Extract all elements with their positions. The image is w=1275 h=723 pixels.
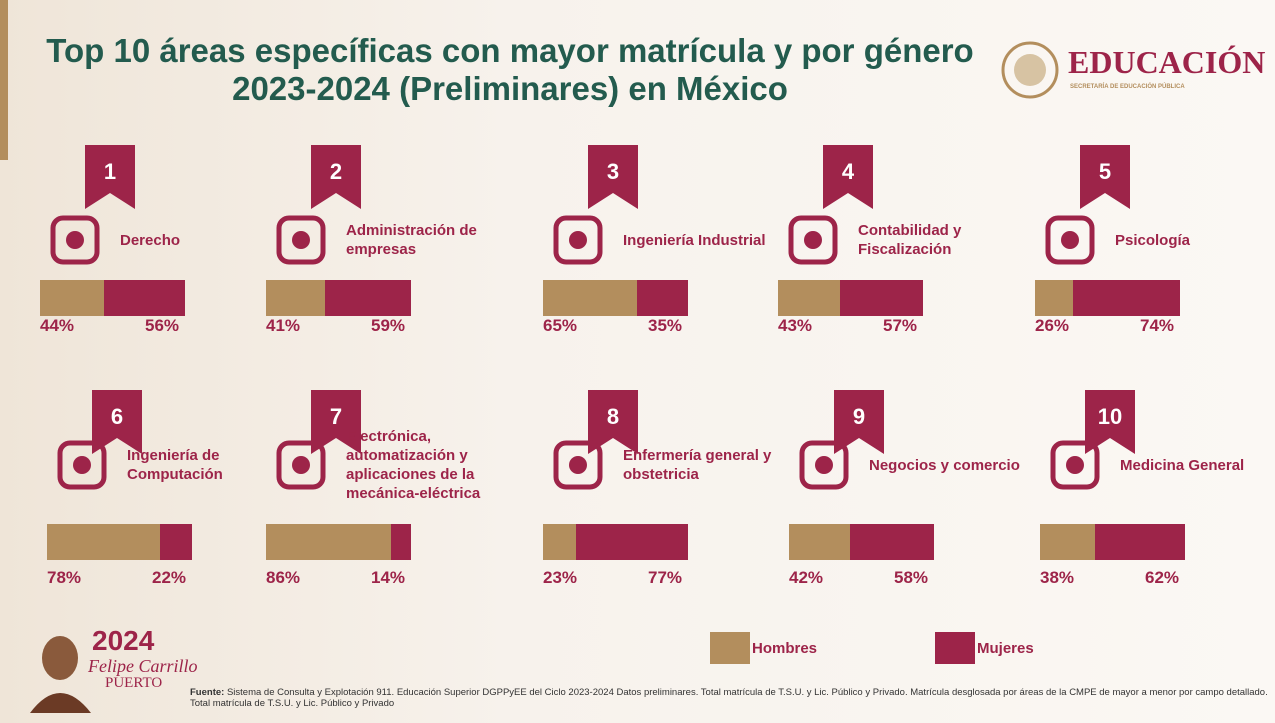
area-name: Ingeniería de Computación	[127, 410, 287, 520]
value-label: 56%	[145, 316, 179, 336]
legend-swatch	[710, 632, 750, 664]
chart-title: Top 10 áreas específicas con mayor matrí…	[40, 32, 980, 108]
value-label: 14%	[371, 568, 405, 588]
value-label: 44%	[40, 316, 74, 336]
bar-segment	[266, 524, 391, 560]
area-name: Medicina General	[1120, 410, 1275, 520]
bar-segment	[543, 280, 637, 316]
source-note: Fuente: Sistema de Consulta y Explotació…	[190, 687, 1270, 709]
value-label: 22%	[152, 568, 186, 588]
bar-segment	[850, 524, 934, 560]
area-icon	[271, 435, 331, 495]
bar-segment	[266, 280, 325, 316]
bar-segment	[637, 280, 688, 316]
logo-seal	[1000, 40, 1060, 100]
value-label: 74%	[1140, 316, 1174, 336]
value-label: 26%	[1035, 316, 1069, 336]
bar-segment	[47, 524, 160, 560]
area-icon	[1045, 435, 1105, 495]
value-label: 77%	[648, 568, 682, 588]
value-label: 65%	[543, 316, 577, 336]
legend-swatch	[935, 632, 975, 664]
bar-segment	[104, 280, 185, 316]
value-label: 38%	[1040, 568, 1074, 588]
footer-name: Felipe Carrillo	[88, 656, 198, 677]
value-label: 57%	[883, 316, 917, 336]
accent-bar	[0, 0, 8, 160]
value-label: 41%	[266, 316, 300, 336]
value-label: 43%	[778, 316, 812, 336]
bar-segment	[1035, 280, 1073, 316]
area-icon	[548, 210, 608, 270]
value-label: 86%	[266, 568, 300, 588]
area-name: Contabilidad y Fiscalización	[858, 185, 1018, 295]
value-label: 42%	[789, 568, 823, 588]
area-name: Ingeniería Industrial	[623, 185, 783, 295]
footer-portrait	[28, 628, 93, 713]
value-label: 59%	[371, 316, 405, 336]
logo-title: EDUCACIÓN	[1068, 44, 1265, 81]
bar-segment	[840, 280, 923, 316]
bar-segment	[1073, 280, 1180, 316]
area-icon	[52, 435, 112, 495]
value-label: 62%	[1145, 568, 1179, 588]
area-name: Electrónica, automatización y aplicacion…	[346, 410, 506, 520]
area-name: Administración de empresas	[346, 185, 506, 295]
area-icon	[794, 435, 854, 495]
footer-year: 2024	[92, 625, 154, 657]
legend-label: Hombres	[752, 640, 817, 657]
value-label: 58%	[894, 568, 928, 588]
area-name: Negocios y comercio	[869, 410, 1029, 520]
area-icon	[271, 210, 331, 270]
area-icon	[548, 435, 608, 495]
value-label: 78%	[47, 568, 81, 588]
source-text: Sistema de Consulta y Explotación 911. E…	[190, 687, 1268, 709]
bar-segment	[40, 280, 104, 316]
value-label: 23%	[543, 568, 577, 588]
value-label: 35%	[648, 316, 682, 336]
bar-segment	[1095, 524, 1185, 560]
area-name: Derecho	[120, 185, 280, 295]
logo-subtitle: SECRETARÍA DE EDUCACIÓN PÚBLICA	[1070, 84, 1185, 90]
bar-segment	[160, 524, 192, 560]
bar-segment	[543, 524, 576, 560]
area-name: Psicología	[1115, 185, 1275, 295]
bar-segment	[391, 524, 411, 560]
area-icon	[1040, 210, 1100, 270]
bar-segment	[789, 524, 850, 560]
source-label: Fuente:	[190, 687, 224, 698]
slide: Top 10 áreas específicas con mayor matrí…	[0, 0, 1275, 723]
area-icon	[45, 210, 105, 270]
bar-segment	[1040, 524, 1095, 560]
area-name: Enfermería general y obstetricia	[623, 410, 783, 520]
area-icon	[783, 210, 843, 270]
footer-surname: PUERTO	[105, 675, 162, 692]
bar-segment	[325, 280, 411, 316]
bar-segment	[778, 280, 840, 316]
bar-segment	[576, 524, 688, 560]
legend-label: Mujeres	[977, 640, 1034, 657]
